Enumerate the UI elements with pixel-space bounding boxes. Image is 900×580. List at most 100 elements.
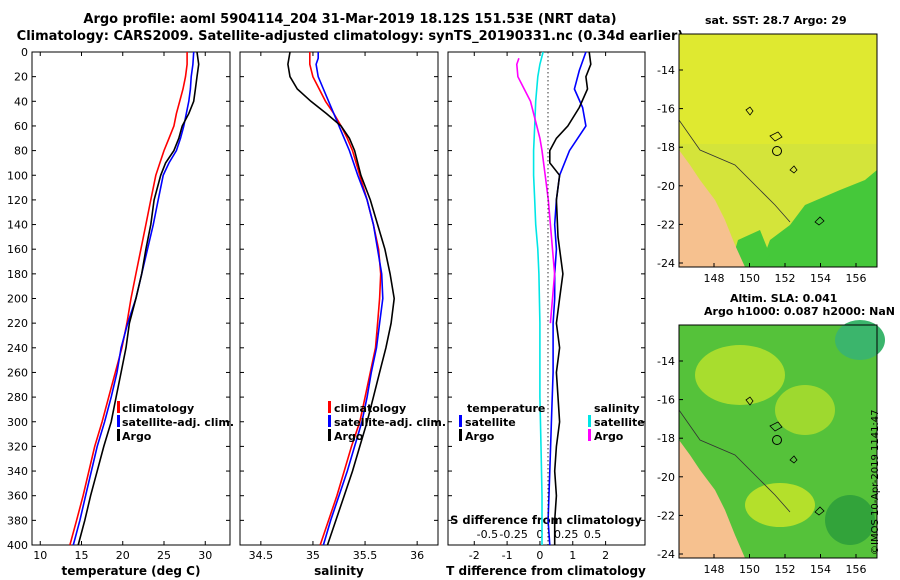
lon-tick-label: 154: [810, 272, 831, 285]
y-tick-label: 300: [7, 416, 28, 429]
x-tick-label: -1: [502, 549, 513, 562]
y-tick-label: 0: [21, 46, 28, 59]
x-tick-label: 35.5: [353, 549, 378, 562]
y-tick-label: 100: [7, 169, 28, 182]
imos-timestamp: ©IMOS 10-Apr-2019 1141:47: [870, 409, 881, 555]
title-line-1: Argo profile: aoml 5904114_204 31-Mar-20…: [83, 12, 617, 27]
y-tick-label: 180: [7, 268, 28, 281]
legend-argo-label: Argo: [334, 430, 364, 443]
sla-high-anomaly-2: [775, 385, 835, 435]
y-tick-label: 220: [7, 317, 28, 330]
salinity-difference-tick-label: 0.25: [554, 528, 579, 541]
y-tick-label: 280: [7, 391, 28, 404]
y-tick-label: 260: [7, 366, 28, 379]
legend-salinity-argo-label: Argo: [594, 430, 624, 443]
salinity-legend: climatology satellite-adj. clim. Argo: [328, 401, 446, 443]
lon-tick-label: 156: [846, 272, 867, 285]
legend-satellite-swatch: [117, 415, 120, 427]
lat-tick-label: -24: [657, 257, 675, 270]
y-tick-label: 120: [7, 194, 28, 207]
y-tick-label: 320: [7, 440, 28, 453]
salinity-difference-tick-label: -0.25: [499, 528, 527, 541]
sla-map-frame: [678, 324, 878, 559]
legend-satellite-label: satellite-adj. clim.: [334, 416, 446, 429]
difference-salinity-argo-line: [515, 57, 556, 324]
sla-reef-outlines: [745, 396, 825, 516]
lat-tick-label: -22: [657, 218, 675, 231]
difference-panel-frame: [447, 51, 646, 546]
legend-argo-label: Argo: [122, 430, 152, 443]
sst-warm-band: [679, 34, 877, 144]
legend-argo-swatch: [459, 429, 462, 441]
sst-reef-outlines: [745, 106, 825, 226]
y-tick-label: 60: [14, 120, 28, 133]
temperature-climatology-line: [69, 52, 188, 546]
lat-tick-label: -14: [657, 64, 675, 77]
lat-tick-label: -16: [657, 103, 675, 116]
y-tick-label: 40: [14, 95, 28, 108]
x-tick-label: 1: [569, 549, 576, 562]
y-tick-label: 140: [7, 219, 28, 232]
y-tick-label: 160: [7, 243, 28, 256]
x-tick-label: 25: [157, 549, 171, 562]
y-tick-label: 380: [7, 514, 28, 527]
legend-climatology-label: climatology: [334, 402, 406, 415]
sla-low-anomaly: [835, 320, 885, 360]
salinity-climatology-line: [308, 52, 382, 546]
sst-map-frame: [678, 33, 878, 268]
legend-climatology-label: climatology: [122, 402, 194, 415]
salinity-difference-tick-label: 0: [536, 528, 543, 541]
temperature-argo-line: [77, 51, 200, 546]
sst-argo-marker: [772, 146, 782, 156]
x-tick-label: 0: [536, 549, 543, 562]
legend-argo-swatch: [328, 429, 331, 441]
difference-legend-salinity: salinity satellite Argo: [588, 402, 645, 443]
sla-caption-line2: Argo h1000: 0.087 h2000: NaN: [704, 305, 896, 318]
y-tick-label: 240: [7, 342, 28, 355]
title-line-2: Climatology: CARS2009. Satellite-adjuste…: [16, 29, 684, 44]
salinity-xlabel: salinity: [314, 564, 364, 578]
x-tick-label: 2: [602, 549, 609, 562]
x-tick-label: 30: [198, 549, 212, 562]
salinity-satellite-adj-clim--line: [315, 52, 384, 546]
legend-satellite-label: satellite-adj. clim.: [122, 416, 234, 429]
temperature-legend: climatology satellite-adj. clim. Argo: [117, 401, 234, 443]
y-tick-label: 200: [7, 293, 28, 306]
temperature-xlabel: temperature (deg C): [62, 564, 201, 578]
series-layer: [69, 51, 592, 546]
legend-argo-swatch: [117, 429, 120, 441]
sst-shelf-line: [678, 119, 791, 223]
lon-tick-label: 150: [739, 272, 760, 285]
salinity-argo-line: [287, 51, 396, 546]
salinity-difference-tick-label: -0.5: [477, 528, 498, 541]
legend-satellite-swatch: [459, 415, 462, 427]
sla-low-anomaly-2: [825, 495, 875, 545]
legend-salinity-satellite-swatch: [588, 415, 591, 427]
y-tick-label: 80: [14, 145, 28, 158]
sst-map: [678, 33, 878, 268]
x-tick-label: 36: [410, 549, 424, 562]
lat-tick-label: -16: [657, 394, 675, 407]
legend-salinity-title: salinity: [594, 402, 640, 415]
sla-caption-line1: Altim. SLA: 0.041: [730, 292, 838, 305]
legend-salinity-argo-swatch: [588, 429, 591, 441]
lat-tick-label: -18: [657, 141, 675, 154]
salinity-difference-tick-label: 0.5: [584, 528, 602, 541]
y-tick-label: 20: [14, 71, 28, 84]
x-tick-label: 20: [116, 549, 130, 562]
legend-temperature-title: temperature: [467, 402, 545, 415]
y-tick-label: 360: [7, 490, 28, 503]
sst-land: [679, 150, 745, 267]
sla-high-anomaly-3: [745, 483, 815, 527]
sla-land: [679, 440, 745, 558]
y-tick-label: 340: [7, 465, 28, 478]
lat-tick-label: -22: [657, 509, 675, 522]
x-tick-label: 15: [75, 549, 89, 562]
lat-tick-label: -18: [657, 432, 675, 445]
lat-tick-label: -24: [657, 548, 675, 561]
sla-shelf-line: [678, 409, 791, 513]
sst-caption: sat. SST: 28.7 Argo: 29: [705, 14, 847, 27]
lon-tick-label: 152: [775, 563, 796, 576]
legend-satellite-label: satellite: [465, 416, 516, 429]
